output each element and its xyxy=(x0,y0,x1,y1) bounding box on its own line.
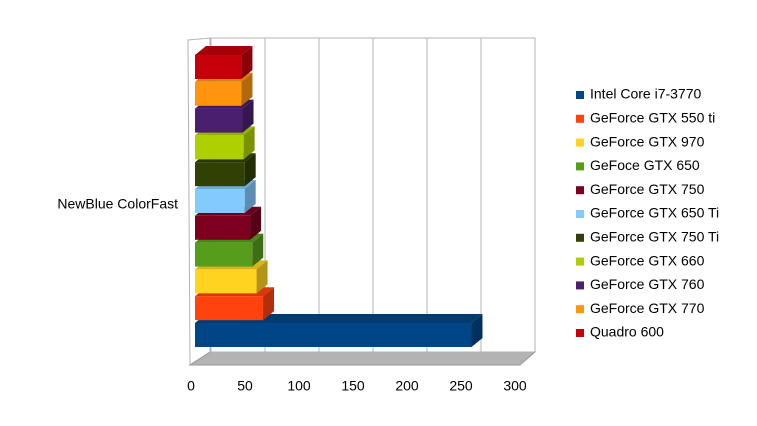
floor xyxy=(188,351,537,366)
bar-side xyxy=(241,46,253,79)
legend-swatch xyxy=(576,329,584,337)
legend-label: GeForce GTX 760 xyxy=(590,276,705,292)
legend-swatch xyxy=(576,210,584,218)
legend-label: Intel Core i7-3770 xyxy=(590,86,702,102)
legend-label: GeForce GTX 770 xyxy=(590,300,705,316)
legend-swatch xyxy=(576,305,584,314)
x-tick-label: 100 xyxy=(287,378,311,394)
bar xyxy=(195,55,242,79)
legend-swatch xyxy=(576,91,584,99)
bar-side xyxy=(252,233,264,267)
bar xyxy=(195,215,251,240)
bar xyxy=(195,242,253,267)
legend-swatch xyxy=(576,281,584,290)
bar-side xyxy=(471,314,483,347)
legend-swatch xyxy=(576,162,584,171)
bar-top xyxy=(195,46,253,55)
legend-label: GeForce GTX 970 xyxy=(590,133,705,149)
bar xyxy=(195,189,245,213)
legend-swatch xyxy=(576,186,584,195)
bar xyxy=(195,108,243,133)
x-tick-label: 150 xyxy=(341,378,365,394)
legend-label: GeForce GTX 660 xyxy=(590,252,705,268)
legend-label: GeForce GTX 550 ti xyxy=(590,110,715,126)
bar-side xyxy=(256,260,268,294)
bar-side xyxy=(244,153,256,187)
bar xyxy=(195,81,242,106)
bar xyxy=(195,162,245,187)
x-tick-label: 50 xyxy=(237,378,253,394)
legend-swatch xyxy=(576,138,584,147)
x-tick-label: 0 xyxy=(187,378,195,394)
category-label: NewBlue ColorFast xyxy=(57,196,178,212)
legend-swatch xyxy=(576,233,584,242)
x-tick-label: 250 xyxy=(449,378,473,394)
x-tick-label: 200 xyxy=(395,378,419,394)
bar xyxy=(195,135,244,160)
bar-side xyxy=(250,206,262,240)
bar-side xyxy=(243,126,255,160)
legend-swatch xyxy=(576,114,584,123)
bar xyxy=(195,323,472,347)
legend-label: GeForce GTX 750 Ti xyxy=(590,229,719,245)
x-tick-label: 300 xyxy=(503,378,527,394)
bar-side xyxy=(242,99,254,133)
bar-side xyxy=(241,72,253,106)
legend-label: GeForce GTX 650 Ti xyxy=(590,205,719,221)
bar xyxy=(195,269,257,294)
legend-label: Quadro 600 xyxy=(590,324,664,340)
bar-side xyxy=(263,287,275,321)
legend-swatch xyxy=(576,257,584,266)
legend-label: GeForce GTX 750 xyxy=(590,181,705,197)
bar-side xyxy=(244,180,256,213)
legend-label: GeFoce GTX 650 xyxy=(590,157,700,173)
bar xyxy=(195,296,264,321)
